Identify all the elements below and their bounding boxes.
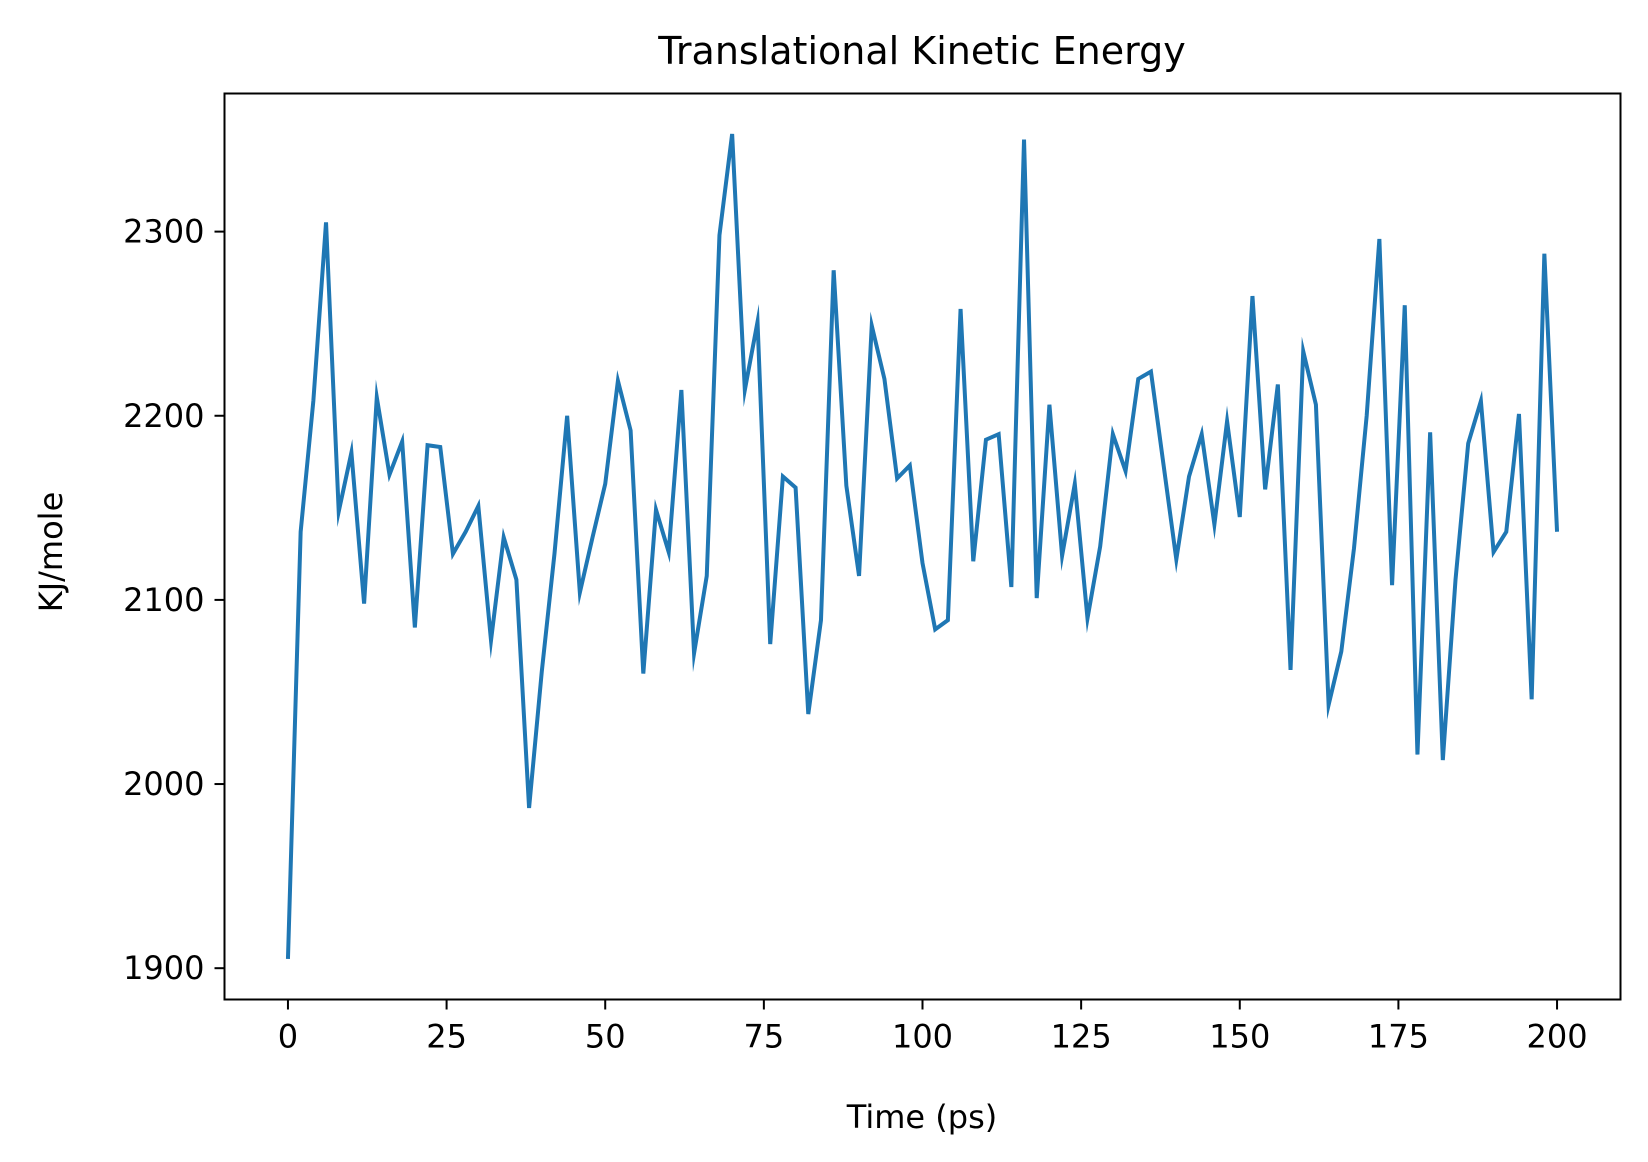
- series-layer: [285, 133, 1560, 960]
- y-tick-label: 2200: [123, 397, 204, 435]
- x-axis-label: Time (ps): [846, 1098, 997, 1136]
- x-tick-label: 75: [744, 1018, 785, 1056]
- y-tick-label: 2100: [123, 581, 204, 619]
- x-tick-label: 125: [1051, 1018, 1112, 1056]
- y-tick-label: 1900: [123, 949, 204, 987]
- x-tick-label: 150: [1209, 1018, 1270, 1056]
- x-axis-ticks: 0 25 50 75 100 125 150 175 200: [278, 999, 1588, 1056]
- chart-title: Translational Kinetic Energy: [657, 29, 1185, 73]
- y-tick-label: 2000: [123, 765, 204, 803]
- x-tick-label: 100: [892, 1018, 953, 1056]
- y-axis-label: KJ/mole: [32, 492, 70, 613]
- x-tick-label: 25: [426, 1018, 467, 1056]
- x-tick-label: 50: [585, 1018, 626, 1056]
- x-tick-label: 175: [1368, 1018, 1429, 1056]
- y-tick-label: 2300: [123, 213, 204, 251]
- y-axis-ticks: 1900 2000 2100 2200 2300: [123, 213, 225, 987]
- series-line: [285, 133, 1560, 960]
- x-tick-label: 200: [1527, 1018, 1588, 1056]
- x-tick-label: 0: [278, 1018, 298, 1056]
- plot-area-frame: [223, 92, 1622, 1001]
